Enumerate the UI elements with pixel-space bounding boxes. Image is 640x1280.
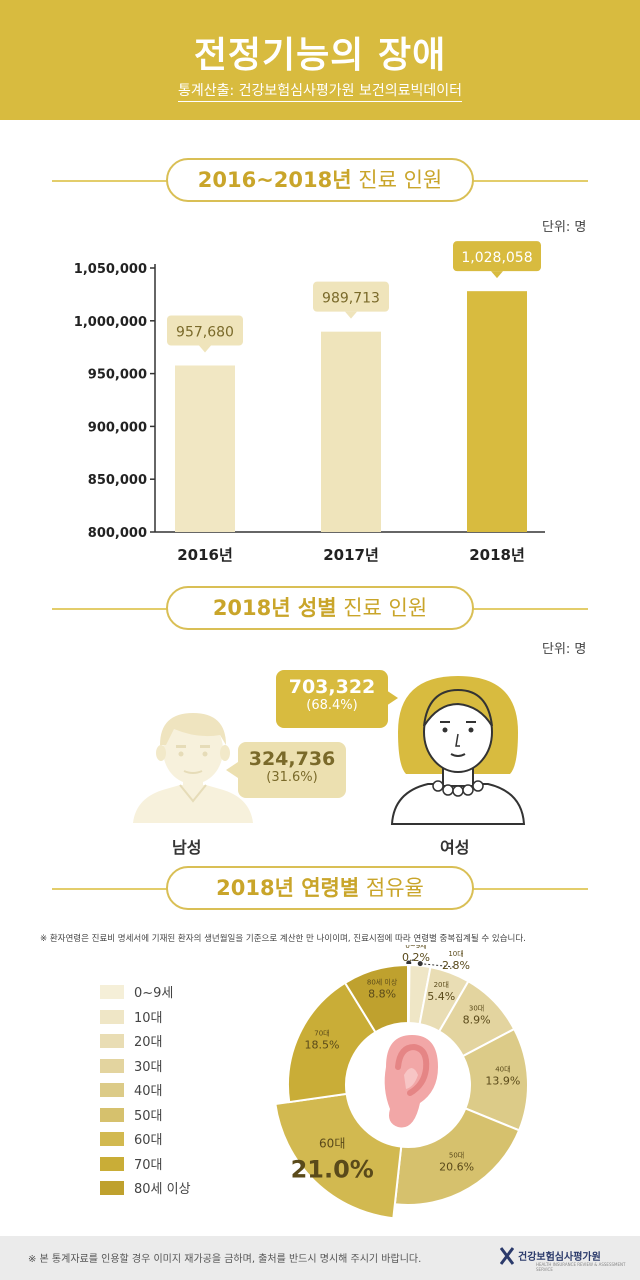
bar-chart: 800,000 850,000 900,000 950,000 1,000,000 1,0… xyxy=(74,241,545,564)
y-tick-label: 950,000 xyxy=(88,368,147,383)
section3-title-thin: 점유율 xyxy=(359,876,424,900)
female-value: 703,322 xyxy=(288,676,376,698)
footer-logo-subtext: HEALTH INSURANCE REVIEW & ASSESSMENT SER… xyxy=(536,1262,626,1272)
legend-swatch xyxy=(100,1058,124,1073)
x-tick-label: 2016년 xyxy=(177,546,233,564)
y-tick-label: 1,050,000 xyxy=(74,262,147,277)
legend-label: 20대 xyxy=(134,1035,163,1050)
source-text: 통계산출: 건강보험심사평가원 보건의료빅데이터 xyxy=(0,80,640,102)
legend-swatch xyxy=(100,1034,124,1048)
male-person-icon xyxy=(133,713,253,823)
section3-title-bold: 2018년 연령별 xyxy=(216,876,360,900)
unit-label-1: 단위: 명 xyxy=(542,220,587,235)
bar-value-bubble-tail xyxy=(345,311,357,319)
male-value-bubble: 324,736 (31.6%) xyxy=(238,742,346,798)
age-note: ※ 환자연령은 진료비 명세서에 기재된 환자의 생년월일을 기준으로 계산한 … xyxy=(40,934,526,944)
slice-category-label: 20대 xyxy=(434,981,449,989)
bar-value-bubble xyxy=(453,241,541,272)
footer-note: ※ 본 통계자료를 인용할 경우 이미지 재가공을 금하며, 출처를 반드시 명… xyxy=(28,1254,422,1265)
footer-bar xyxy=(0,1236,640,1280)
bar xyxy=(175,365,235,532)
section1-title-bold: 2016~2018년 xyxy=(197,168,352,192)
x-tick-label: 2017년 xyxy=(323,546,379,564)
header-banner xyxy=(0,0,640,120)
legend-label: 70대 xyxy=(134,1157,163,1173)
male-label: 남성 xyxy=(172,838,202,857)
section2-title-thin: 진료 인원 xyxy=(336,596,428,620)
slice-category-label: 10대 xyxy=(448,950,463,958)
legend-label: 80세 이상 xyxy=(134,1182,191,1197)
slice-category-label: 60대 xyxy=(319,1136,345,1150)
bar-value-bubble xyxy=(167,315,243,346)
slice-category-label: 70대 xyxy=(314,1030,329,1038)
ear-icon xyxy=(384,1035,438,1128)
female-pct: (68.4%) xyxy=(306,698,358,713)
bar xyxy=(321,331,381,532)
slice-category-label: 40대 xyxy=(495,1065,510,1073)
legend-swatch xyxy=(100,1083,124,1097)
legend-swatch xyxy=(100,1107,124,1122)
donut-slice xyxy=(287,981,377,1104)
hira-logo-icon xyxy=(500,1247,514,1265)
female-person-icon xyxy=(390,676,526,825)
bar-value-bubble-tail xyxy=(199,345,211,353)
slice-value-label: 5.4% xyxy=(427,990,455,1003)
legend-swatch xyxy=(100,1132,124,1146)
legend-label: 40대 xyxy=(134,1084,163,1099)
slice-value-label: 8.8% xyxy=(368,988,396,1001)
bar-value-bubble xyxy=(313,281,389,312)
slice-category-label: 80세 이상 xyxy=(367,978,398,987)
slice-value-label: 20.6% xyxy=(439,1161,474,1174)
slice-category-label: 30대 xyxy=(469,1004,484,1012)
legend-label: 10대 xyxy=(134,1010,163,1026)
y-tick-label: 800,000 xyxy=(88,526,147,541)
bar-value-label: 1,028,058 xyxy=(461,250,532,266)
slice-value-label: 13.9% xyxy=(485,1074,520,1087)
leader-line xyxy=(420,963,455,968)
legend-swatch xyxy=(100,985,124,999)
y-tick-label: 900,000 xyxy=(88,420,147,435)
slice-value-label: 0.2% xyxy=(402,951,430,964)
slice-category-label: 0~9세 xyxy=(405,945,426,950)
slice-category-label: 50대 xyxy=(449,1152,464,1160)
legend-label: 60대 xyxy=(134,1133,163,1148)
page-title: 전정기능의 장애 xyxy=(193,35,447,76)
leader-line xyxy=(408,958,415,964)
section3-title: 2018년 연령별 점유율 xyxy=(166,866,474,910)
slice-value-label: 8.9% xyxy=(463,1013,491,1026)
bar-value-label: 957,680 xyxy=(176,324,234,340)
section1-title: 2016~2018년 진료 인원 xyxy=(166,158,474,202)
female-bubble-tail xyxy=(386,690,398,706)
section1-title-thin: 진료 인원 xyxy=(351,168,443,192)
bar-value-label: 989,713 xyxy=(322,291,380,307)
footer-logo-text: 건강보험심사평가원 xyxy=(518,1252,601,1263)
legend-swatch xyxy=(100,1156,124,1171)
legend-label: 0~9세 xyxy=(134,986,174,1001)
female-value-bubble: 703,322 (68.4%) xyxy=(276,670,388,728)
legend-label: 50대 xyxy=(134,1108,163,1124)
bar-value-bubble-tail xyxy=(491,271,503,279)
bar xyxy=(467,291,527,532)
slice-value-label: 21.0% xyxy=(291,1155,374,1183)
slice-value-label: 18.5% xyxy=(304,1039,339,1052)
male-pct: (31.6%) xyxy=(266,770,318,785)
donut-slice xyxy=(274,1092,403,1220)
y-tick-label: 850,000 xyxy=(88,473,147,488)
male-value: 324,736 xyxy=(248,748,336,770)
section2-title: 2018년 성별 진료 인원 xyxy=(166,586,474,630)
slice-value-label: 2.8% xyxy=(442,959,470,972)
female-label: 여성 xyxy=(440,838,470,857)
y-tick-label: 1,000,000 xyxy=(74,315,147,330)
x-tick-label: 2018년 xyxy=(469,546,525,564)
legend-label: 30대 xyxy=(134,1059,163,1075)
legend-swatch xyxy=(100,1009,124,1024)
unit-label-2: 단위: 명 xyxy=(542,642,587,657)
donut-slice xyxy=(343,963,409,1034)
section2-title-bold: 2018년 성별 xyxy=(212,596,337,620)
source-label: 통계산출: 건강보험심사평가원 보건의료빅데이터 xyxy=(177,83,463,102)
legend-swatch xyxy=(100,1181,124,1195)
male-bubble-tail xyxy=(226,762,238,778)
